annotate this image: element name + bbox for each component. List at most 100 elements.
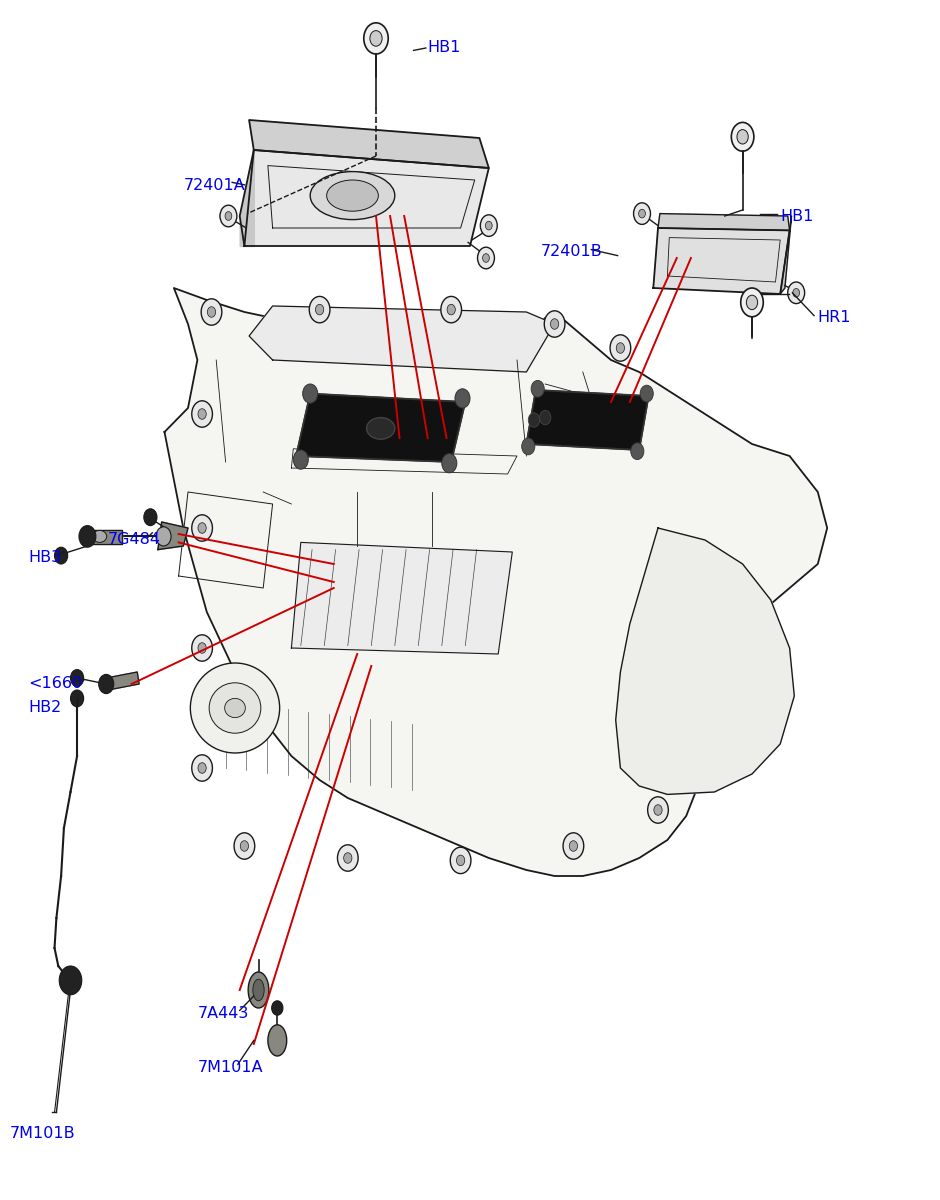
Ellipse shape: [225, 698, 245, 718]
Text: HB1: HB1: [780, 209, 814, 223]
Circle shape: [337, 845, 358, 871]
Circle shape: [344, 853, 352, 863]
Circle shape: [144, 509, 157, 526]
Circle shape: [741, 288, 763, 317]
Text: 7A443: 7A443: [197, 1007, 249, 1021]
Circle shape: [198, 643, 206, 653]
Circle shape: [192, 401, 212, 427]
Text: 7M101B: 7M101B: [9, 1127, 75, 1141]
Circle shape: [99, 674, 114, 694]
Polygon shape: [164, 288, 827, 876]
Ellipse shape: [92, 530, 107, 542]
Circle shape: [192, 515, 212, 541]
Ellipse shape: [190, 662, 280, 754]
Polygon shape: [616, 528, 794, 794]
Polygon shape: [249, 120, 489, 168]
Circle shape: [198, 523, 206, 533]
Circle shape: [648, 797, 668, 823]
Circle shape: [208, 307, 215, 317]
Text: scuderia: scuderia: [236, 481, 704, 575]
Text: cars: cars: [403, 587, 537, 649]
Text: HR1: HR1: [818, 311, 852, 325]
Circle shape: [234, 833, 255, 859]
Circle shape: [225, 211, 232, 221]
Circle shape: [272, 1001, 283, 1015]
Circle shape: [522, 438, 535, 455]
Circle shape: [59, 966, 82, 995]
Circle shape: [634, 203, 650, 224]
Circle shape: [485, 221, 493, 230]
Circle shape: [370, 31, 383, 46]
Polygon shape: [526, 390, 649, 450]
Text: 72401B: 72401B: [540, 245, 603, 259]
Circle shape: [364, 23, 388, 54]
Polygon shape: [780, 216, 791, 294]
Circle shape: [220, 205, 237, 227]
Ellipse shape: [327, 180, 378, 211]
Circle shape: [198, 409, 206, 419]
Text: HB2: HB2: [28, 701, 61, 715]
Circle shape: [303, 384, 318, 403]
Circle shape: [482, 253, 490, 263]
Ellipse shape: [367, 418, 395, 439]
Circle shape: [563, 833, 584, 859]
Circle shape: [70, 690, 84, 707]
Circle shape: [610, 335, 631, 361]
Circle shape: [442, 454, 457, 473]
Circle shape: [478, 247, 494, 269]
Circle shape: [156, 527, 171, 546]
Polygon shape: [291, 542, 512, 654]
Circle shape: [544, 311, 565, 337]
Polygon shape: [653, 228, 790, 294]
Circle shape: [528, 413, 540, 427]
Text: 7G484: 7G484: [108, 533, 161, 547]
Text: 7M101A: 7M101A: [197, 1061, 263, 1075]
Polygon shape: [158, 522, 188, 550]
Circle shape: [70, 670, 84, 686]
Circle shape: [457, 856, 464, 865]
Circle shape: [792, 288, 800, 298]
Polygon shape: [244, 150, 489, 246]
Circle shape: [654, 805, 662, 815]
Circle shape: [201, 299, 222, 325]
Ellipse shape: [253, 979, 264, 1001]
Text: HB3: HB3: [28, 551, 61, 565]
Circle shape: [570, 841, 577, 851]
Ellipse shape: [248, 972, 269, 1008]
Ellipse shape: [209, 683, 261, 733]
Text: HB1: HB1: [428, 41, 462, 55]
Circle shape: [540, 410, 551, 425]
Ellipse shape: [310, 172, 395, 220]
Circle shape: [192, 755, 212, 781]
Circle shape: [293, 450, 308, 469]
Circle shape: [746, 295, 758, 310]
Circle shape: [241, 841, 248, 851]
Circle shape: [551, 319, 558, 329]
Circle shape: [638, 209, 646, 218]
Circle shape: [55, 547, 68, 564]
Circle shape: [309, 296, 330, 323]
Polygon shape: [89, 530, 122, 544]
Circle shape: [531, 380, 544, 397]
Circle shape: [480, 215, 497, 236]
Circle shape: [450, 847, 471, 874]
Text: <1660: <1660: [28, 677, 83, 691]
Circle shape: [617, 343, 624, 353]
Circle shape: [788, 282, 805, 304]
Ellipse shape: [268, 1025, 287, 1056]
Polygon shape: [106, 672, 139, 690]
Circle shape: [198, 763, 206, 773]
Polygon shape: [658, 214, 790, 230]
Circle shape: [631, 443, 644, 460]
Circle shape: [731, 122, 754, 151]
Circle shape: [447, 305, 455, 314]
Circle shape: [316, 305, 323, 314]
Polygon shape: [249, 306, 555, 372]
Circle shape: [441, 296, 462, 323]
Circle shape: [640, 385, 653, 402]
Polygon shape: [296, 394, 465, 462]
Text: 72401A: 72401A: [183, 179, 245, 193]
Circle shape: [737, 130, 748, 144]
Circle shape: [455, 389, 470, 408]
Circle shape: [192, 635, 212, 661]
